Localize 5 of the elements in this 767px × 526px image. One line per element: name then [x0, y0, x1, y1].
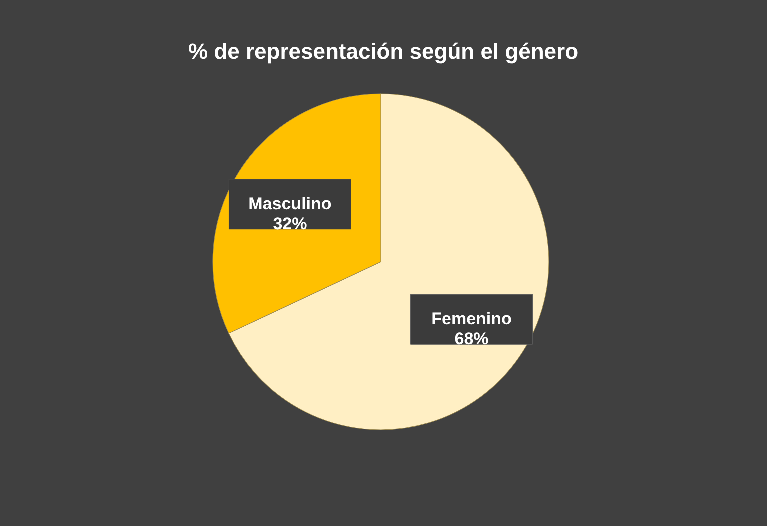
data-label: 32% [273, 214, 308, 234]
slice-label: Femenino [432, 310, 512, 329]
chart-title: % de representación según el género [188, 39, 579, 64]
slice-label: Masculino [248, 194, 332, 214]
data-label: 68% [454, 330, 489, 349]
